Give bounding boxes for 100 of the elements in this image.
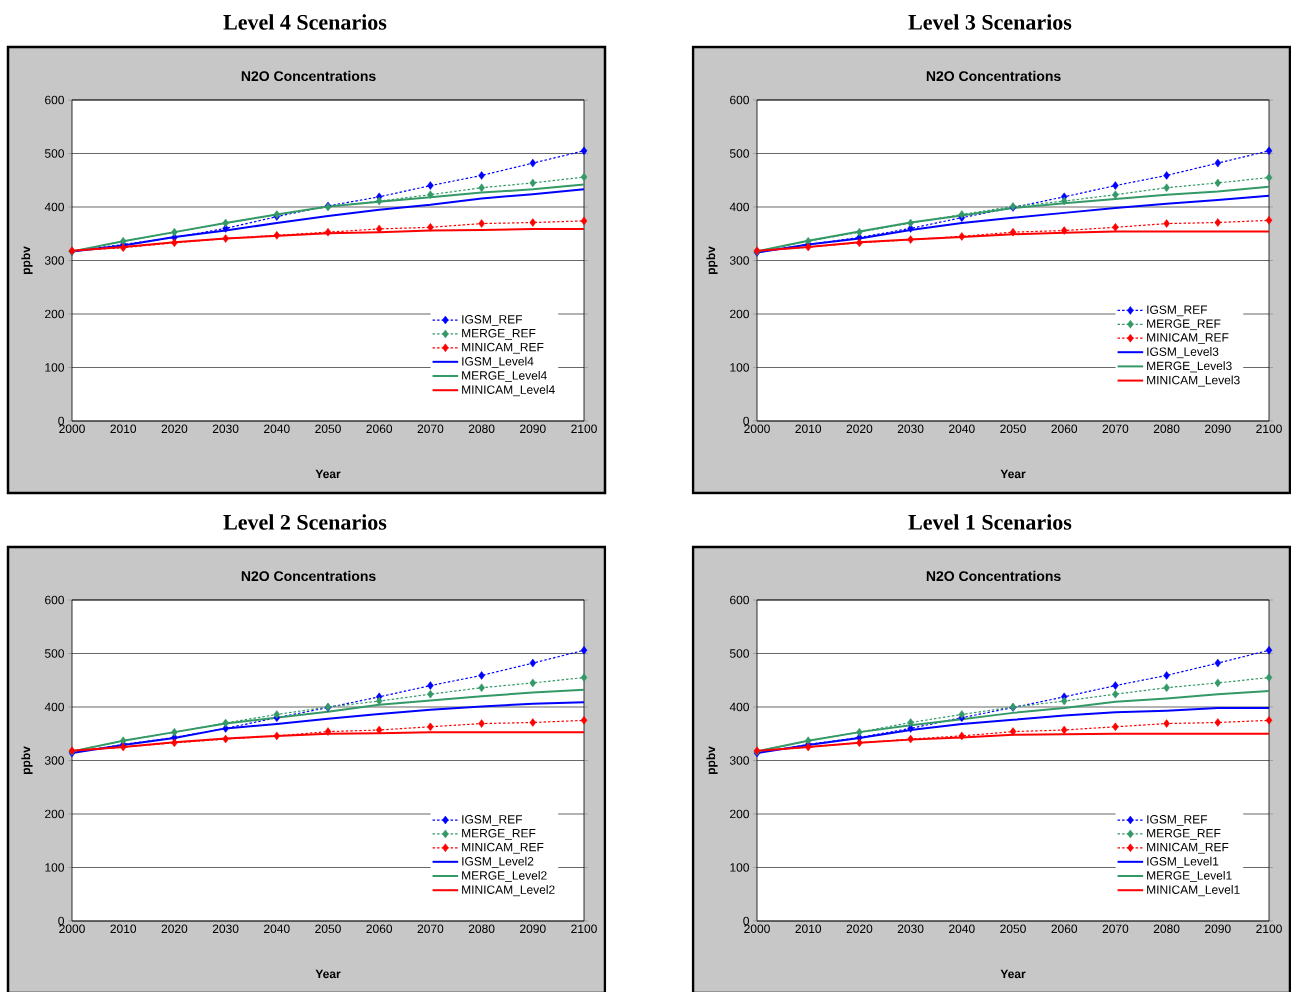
- y-tick-label: 0: [58, 416, 65, 426]
- legend-label: IGSM_Level2: [462, 856, 534, 868]
- x-tick-label: 2040: [949, 424, 975, 434]
- x-tick-label: 2010: [795, 424, 822, 434]
- legend-label: MINICAM_Level4: [462, 385, 555, 397]
- y-tick-label: 100: [730, 363, 750, 372]
- chart-title: Level 1 Scenarios: [908, 514, 1072, 530]
- legend-label: IGSM_REF: [462, 315, 523, 326]
- legend-label: MINICAM_Level3: [1147, 375, 1240, 387]
- x-tick-label: 2070: [417, 424, 444, 434]
- x-tick-label: 2000: [744, 924, 770, 934]
- y-tick-label: 400: [729, 202, 750, 212]
- y-tick-label: 100: [45, 863, 65, 872]
- x-tick-label: 2010: [110, 924, 137, 934]
- x-tick-label: 2040: [949, 924, 975, 934]
- x-tick-label: 2030: [897, 424, 924, 434]
- y-tick-label: 100: [730, 863, 750, 872]
- y-tick-label: 600: [730, 595, 750, 605]
- legend-label: MINICAM_REF: [462, 842, 544, 854]
- x-tick-label: 2100: [571, 424, 597, 434]
- x-axis-title: Year: [315, 469, 341, 479]
- chart-title: Level 3 Scenarios: [908, 14, 1072, 30]
- x-tick-label: 2090: [1205, 424, 1231, 434]
- y-tick-label: 200: [730, 309, 750, 319]
- y-tick-label: 500: [44, 149, 65, 158]
- legend-label: IGSM_REF: [1147, 815, 1208, 826]
- chart-subtitle: N2O Concentrations: [241, 570, 376, 582]
- y-tick-label: 600: [730, 95, 750, 105]
- y-tick-label: 300: [44, 256, 65, 265]
- legend-label: MERGE_REF: [1147, 828, 1221, 840]
- chart-title: Level 2 Scenarios: [223, 514, 387, 530]
- x-tick-label: 2060: [366, 924, 393, 934]
- x-tick-label: 2050: [1000, 924, 1026, 934]
- x-tick-label: 2070: [1102, 424, 1129, 434]
- y-tick-label: 400: [44, 202, 65, 212]
- x-tick-label: 2020: [846, 424, 873, 434]
- legend-label: MERGE_REF: [1147, 319, 1221, 331]
- legend-label: IGSM_Level3: [1147, 347, 1219, 359]
- x-tick-label: 2100: [571, 924, 597, 934]
- legend-label: MERGE_REF: [462, 828, 536, 840]
- y-tick-label: 300: [729, 756, 750, 765]
- x-tick-label: 2000: [59, 924, 85, 934]
- legend-label: MERGE_Level1: [1147, 870, 1232, 882]
- chart-title: Level 4 Scenarios: [223, 14, 387, 30]
- x-tick-label: 2050: [315, 924, 341, 934]
- x-tick-label: 2000: [59, 424, 85, 434]
- x-tick-label: 2100: [1256, 924, 1282, 934]
- y-tick-label: 500: [44, 649, 65, 658]
- x-axis-title: Year: [315, 969, 341, 979]
- x-tick-label: 2070: [417, 924, 444, 934]
- y-axis-title: ppbv: [706, 246, 718, 275]
- y-tick-label: 600: [45, 95, 65, 105]
- x-tick-label: 2020: [161, 924, 188, 934]
- x-tick-label: 2010: [110, 424, 137, 434]
- y-tick-label: 0: [58, 916, 65, 926]
- x-tick-label: 2060: [1051, 924, 1078, 934]
- x-tick-label: 2020: [161, 424, 188, 434]
- x-tick-label: 2090: [520, 924, 546, 934]
- y-axis-title: ppbv: [21, 246, 33, 275]
- x-tick-label: 2090: [520, 424, 546, 434]
- y-tick-label: 300: [44, 756, 65, 765]
- y-tick-label: 400: [729, 702, 750, 712]
- y-tick-label: 100: [45, 363, 65, 372]
- x-tick-label: 2040: [264, 424, 290, 434]
- chart-subtitle: N2O Concentrations: [926, 70, 1061, 82]
- legend-label: MINICAM_REF: [1147, 842, 1229, 854]
- x-tick-label: 2080: [1153, 924, 1180, 934]
- legend-label: MINICAM_Level2: [462, 885, 555, 897]
- legend-label: MERGE_Level3: [1147, 361, 1232, 373]
- legend-label: MINICAM_REF: [462, 342, 544, 354]
- x-tick-label: 2030: [212, 424, 239, 434]
- x-tick-label: 2090: [1205, 924, 1231, 934]
- x-tick-label: 2060: [366, 424, 393, 434]
- x-tick-label: 2010: [795, 924, 822, 934]
- y-tick-label: 500: [729, 649, 750, 658]
- x-tick-label: 2040: [264, 924, 290, 934]
- y-tick-label: 200: [45, 309, 65, 319]
- legend-label: MERGE_Level4: [462, 370, 547, 382]
- legend-label: IGSM_Level4: [462, 356, 534, 368]
- y-tick-label: 0: [743, 416, 750, 426]
- legend-label: MERGE_REF: [462, 328, 536, 340]
- x-tick-label: 2080: [468, 424, 495, 434]
- legend-label: MINICAM_REF: [1147, 333, 1229, 344]
- x-tick-label: 2050: [1000, 424, 1026, 434]
- legend-label: IGSM_REF: [1147, 305, 1208, 317]
- x-axis-title: Year: [1000, 469, 1026, 479]
- x-tick-label: 2060: [1051, 424, 1078, 434]
- y-tick-label: 400: [44, 702, 65, 712]
- y-tick-label: 200: [730, 809, 750, 819]
- y-tick-label: 300: [729, 256, 750, 265]
- chart-subtitle: N2O Concentrations: [241, 70, 376, 82]
- y-tick-label: 600: [45, 595, 65, 605]
- y-tick-label: 0: [743, 916, 750, 926]
- x-tick-label: 2050: [315, 424, 341, 434]
- legend-label: MERGE_Level2: [462, 870, 547, 882]
- x-tick-label: 2100: [1256, 424, 1282, 434]
- x-tick-label: 2030: [212, 924, 239, 934]
- y-tick-label: 500: [729, 149, 750, 158]
- x-tick-label: 2080: [1153, 424, 1180, 434]
- legend-label: IGSM_Level1: [1147, 856, 1219, 868]
